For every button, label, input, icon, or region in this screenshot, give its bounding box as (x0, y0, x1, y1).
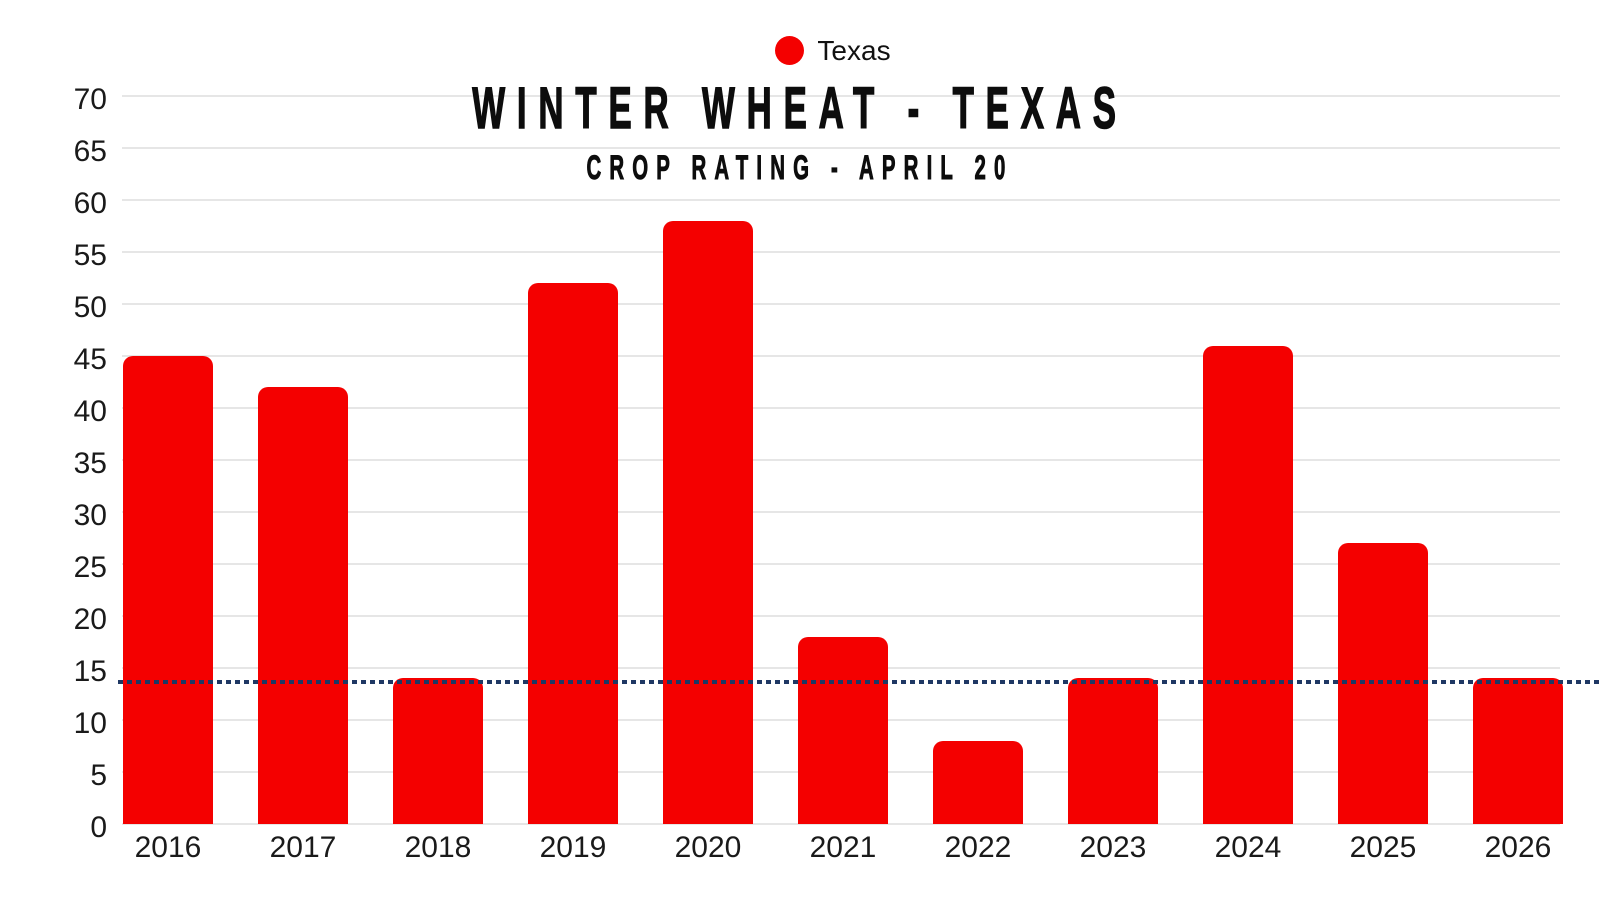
bar-2020 (663, 220, 753, 824)
y-axis-tick-label-15: 15 (73, 655, 107, 688)
x-axis-label-2016: 2016 (134, 831, 202, 864)
bar-2023 (1068, 678, 1158, 824)
bar-2025 (1338, 543, 1428, 824)
x-axis-label-2024: 2024 (1214, 831, 1282, 864)
gridline-70 (122, 95, 1560, 97)
gridline-55 (122, 251, 1560, 253)
reference-dotted-line (118, 679, 1600, 684)
x-axis-label-2020: 2020 (674, 831, 742, 864)
y-axis-tick-label-65: 65 (73, 135, 107, 168)
y-axis-tick-label-0: 0 (90, 811, 107, 844)
y-axis-tick-label-70: 70 (73, 83, 107, 116)
y-axis-tick-label-55: 55 (73, 239, 107, 272)
bar-2021 (798, 636, 888, 824)
x-axis-label-2026: 2026 (1484, 831, 1552, 864)
x-axis-label-2018: 2018 (404, 831, 472, 864)
gridline-65 (122, 147, 1560, 149)
chart-subtitle: CROP RATING - APRIL 20 (586, 149, 1014, 187)
y-axis-tick-label-45: 45 (73, 343, 107, 376)
x-axis-label-2023: 2023 (1079, 831, 1147, 864)
x-axis-label-2019: 2019 (539, 831, 607, 864)
y-axis-tick-label-40: 40 (73, 395, 107, 428)
gridline-20 (122, 615, 1560, 617)
x-axis-label-2025: 2025 (1349, 831, 1417, 864)
bar-2016 (123, 356, 213, 824)
gridline-25 (122, 563, 1560, 565)
y-axis-tick-label-5: 5 (90, 759, 107, 792)
bar-2017 (258, 387, 348, 824)
gridline-0 (122, 823, 1560, 825)
legend: Texas (33, 36, 1600, 65)
bar-2024 (1203, 345, 1293, 824)
y-axis-tick-label-30: 30 (73, 499, 107, 532)
gridline-50 (122, 303, 1560, 305)
chart-title: WINTER WHEAT - TEXAS (472, 76, 1128, 141)
y-axis-tick-label-35: 35 (73, 447, 107, 480)
gridline-30 (122, 511, 1560, 513)
x-axis-label-2017: 2017 (269, 831, 337, 864)
bar-2022 (933, 740, 1023, 824)
y-axis-tick-label-50: 50 (73, 291, 107, 324)
gridline-40 (122, 407, 1560, 409)
gridline-45 (122, 355, 1560, 357)
x-axis-label-2021: 2021 (809, 831, 877, 864)
y-axis-tick-label-60: 60 (73, 187, 107, 220)
y-axis-tick-label-10: 10 (73, 707, 107, 740)
y-axis-tick-label-20: 20 (73, 603, 107, 636)
x-axis-label-2022: 2022 (944, 831, 1012, 864)
y-axis-tick-label-25: 25 (73, 551, 107, 584)
bar-2018 (393, 678, 483, 824)
gridline-35 (122, 459, 1560, 461)
gridline-60 (122, 199, 1560, 201)
bar-2026 (1473, 678, 1563, 824)
legend-label: Texas (817, 34, 891, 66)
legend-dot-icon (775, 36, 805, 65)
bar-2019 (528, 283, 618, 824)
